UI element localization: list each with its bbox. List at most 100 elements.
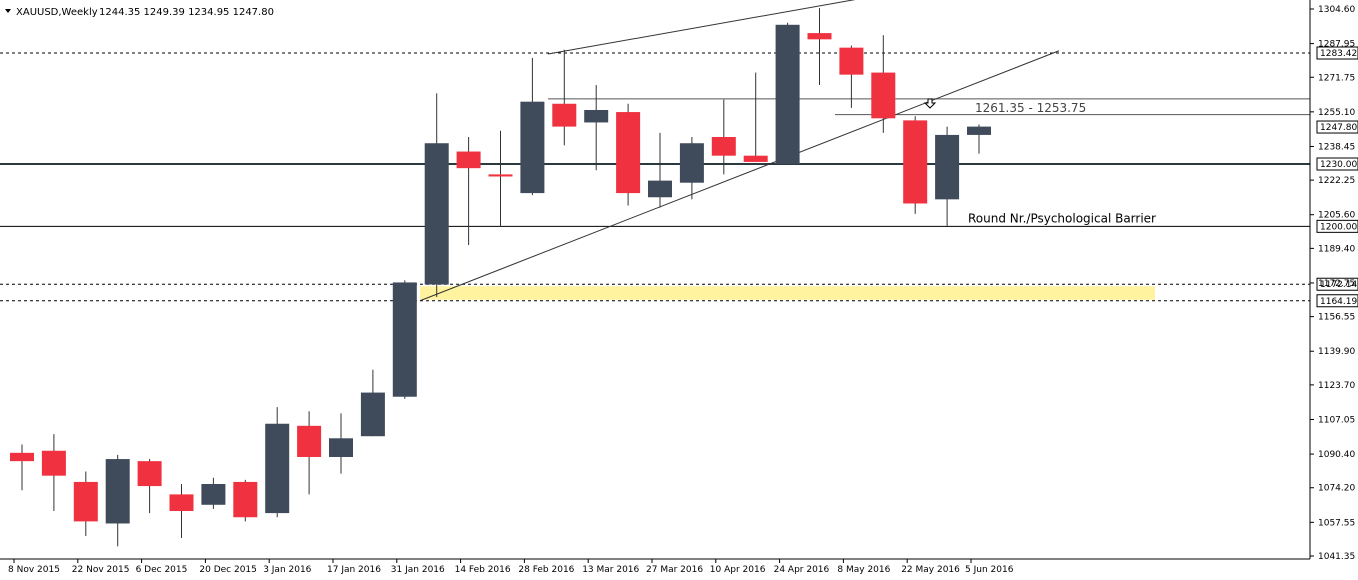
candle-body: [903, 120, 928, 204]
candle-body: [233, 481, 258, 518]
time-tick-label: 13 Mar 2016: [582, 565, 639, 575]
time-tick-label: 22 May 2016: [901, 565, 960, 575]
time-tick-label: 14 Feb 2016: [455, 565, 511, 575]
level-price-label: 1247.80: [1320, 123, 1357, 133]
time-tick-label: 22 Nov 2015: [72, 565, 130, 575]
candlestick: [360, 369, 385, 437]
price-tick-label: 1304.60: [1318, 5, 1355, 15]
time-tick-label: 10 Apr 2016: [710, 565, 766, 575]
price-tick-label: 1205.60: [1318, 211, 1355, 221]
candlestick: [73, 471, 98, 536]
candlestick: [297, 411, 322, 495]
candlestick: [616, 103, 641, 206]
candlestick: [10, 444, 34, 491]
time-tick-label: 27 Mar 2016: [646, 565, 703, 575]
price-tick-label: 1057.55: [1318, 518, 1355, 528]
candlestick: [584, 85, 609, 171]
candlestick: [807, 8, 832, 86]
support-zone-layer: [420, 286, 1155, 300]
candle-body: [105, 459, 130, 524]
upper-channel-trendline: [547, 0, 856, 55]
time-tick-label: 5 Jun 2016: [965, 565, 1014, 575]
trendlines: [419, 0, 1060, 302]
candle-body: [775, 24, 800, 165]
dropdown-triangle-icon[interactable]: [5, 9, 11, 13]
candlestick: [488, 130, 513, 227]
candle-body: [807, 33, 832, 40]
candle-body: [839, 47, 864, 75]
candle-body: [73, 481, 98, 522]
candle-body: [871, 72, 896, 119]
candle-body: [552, 103, 577, 127]
level-price-label: 1164.19: [1320, 297, 1357, 307]
candlestick: [105, 454, 130, 547]
candlestick: [137, 459, 162, 514]
candle-body: [169, 494, 194, 512]
candle-body: [392, 282, 417, 397]
candlesticks: [10, 8, 991, 547]
candle-body: [584, 109, 609, 123]
level-price-badge: [1316, 157, 1358, 171]
candlestick: [552, 49, 577, 146]
time-tick-label: 20 Dec 2015: [199, 565, 257, 575]
level-price-label: 1230.00: [1320, 160, 1357, 170]
time-tick-label: 3 Jan 2016: [263, 565, 311, 575]
support-zone: [420, 286, 1155, 300]
time-tick-label: 8 May 2016: [837, 565, 890, 575]
candlestick: [392, 280, 417, 399]
candle-body: [520, 101, 545, 194]
candle-body: [711, 136, 736, 156]
horizontal-levels: 1283.42 1247.80 1230.00 1200.00 1172.14 1164.…: [0, 46, 1358, 308]
candle-body: [137, 461, 162, 487]
candlestick: [201, 477, 226, 509]
candlestick: [456, 136, 481, 246]
time-tick-label: 24 Apr 2016: [774, 565, 830, 575]
candlestick: [648, 132, 672, 208]
level-price-label: 1172.14: [1320, 280, 1357, 290]
candle-body: [679, 143, 704, 183]
candle-body: [743, 155, 768, 162]
rising-wedge-trendline: [419, 50, 1060, 302]
price-tick-label: 1238.45: [1318, 142, 1355, 152]
price-tick-label: 1172.75: [1318, 279, 1355, 289]
time-tick-label: 28 Feb 2016: [518, 565, 574, 575]
candlestick: [424, 93, 449, 297]
candlestick: [967, 124, 991, 154]
candle-body: [424, 143, 449, 285]
level-price-badge: [1316, 120, 1358, 134]
candlestick: [265, 407, 290, 518]
candlestick: [903, 116, 928, 214]
price-tick-label: 1107.05: [1318, 415, 1355, 425]
down-arrow-icon: [923, 98, 937, 109]
candle-body: [488, 174, 513, 177]
level-price-label: 1283.42: [1320, 49, 1357, 59]
candle-body: [297, 425, 322, 457]
candle-body: [41, 450, 66, 476]
candlestick: [711, 99, 736, 175]
time-tick-label: 31 Jan 2016: [391, 565, 445, 575]
candle-body: [201, 484, 226, 505]
time-tick-label: 6 Dec 2015: [136, 565, 188, 575]
level-price-badge: [1316, 46, 1358, 60]
candle-body: [648, 180, 672, 198]
price-tick-label: 1123.70: [1318, 381, 1355, 391]
price-tick-label: 1271.75: [1318, 73, 1355, 83]
candle-body: [265, 423, 290, 514]
level-price-label: 1200.00: [1320, 222, 1357, 232]
candlestick: [743, 72, 768, 162]
candlestick: [775, 22, 800, 165]
level-price-badge: [1316, 294, 1358, 308]
candlestick: [679, 136, 704, 200]
candlestick: [871, 35, 896, 133]
candle-body: [456, 151, 481, 169]
annotations: Round Nr./Psychological Barrier 1261.35 -…: [923, 98, 1156, 225]
price-tick-label: 1090.40: [1318, 450, 1355, 460]
price-tick-label: 1255.10: [1318, 108, 1355, 118]
candle-body: [360, 392, 385, 437]
candlestick: [520, 58, 545, 196]
price-tick-label: 1287.95: [1318, 40, 1355, 50]
price-tick-label: 1139.90: [1318, 347, 1355, 357]
